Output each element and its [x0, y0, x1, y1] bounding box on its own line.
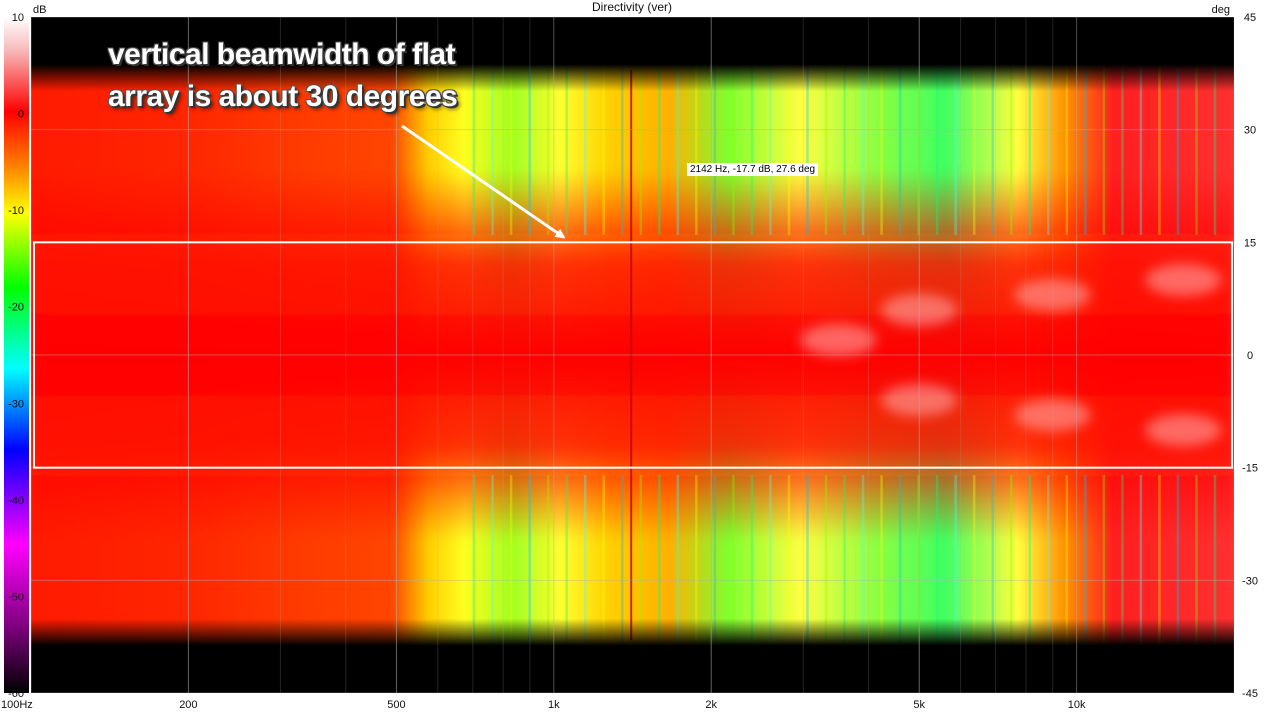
x-tick-label: 5k [913, 699, 925, 711]
colorbar-tick-label: -20 [8, 302, 24, 314]
annotation-arrow [401, 124, 566, 239]
colorbar-unit: dB [33, 4, 46, 16]
colorbar-tick-label: 10 [12, 12, 24, 24]
y-tick-label: 0 [1247, 350, 1253, 362]
y-tick-label: 30 [1244, 125, 1256, 137]
cursor-readout: 2142 Hz, -17.7 dB, 27.6 deg [687, 163, 819, 176]
y-tick-label: -30 [1242, 575, 1258, 587]
annotation-line-2: array is about 30 degrees [108, 80, 458, 113]
colorbar-tick-label: 0 [18, 109, 24, 121]
x-tick-label: 200 [179, 699, 197, 711]
chart-title: Directivity (ver) [592, 0, 672, 14]
colorbar-tick-label: -30 [8, 398, 24, 410]
y-axis-ticks: 45 30 15 0 -15 -30 -45 [1242, 12, 1258, 700]
x-axis-ticks: 100Hz 200 500 1k 2k 5k 10k [1, 699, 1086, 711]
annotation-text: vertical beamwidth of flat array is abou… [108, 34, 508, 118]
annotation-line-1: vertical beamwidth of flat [108, 38, 456, 71]
y-axis-unit: deg [1212, 4, 1230, 16]
colorbar-tick-label: -10 [8, 205, 24, 217]
y-tick-label: 15 [1244, 237, 1256, 249]
y-tick-label: -15 [1242, 463, 1258, 475]
x-tick-label: 10k [1068, 699, 1086, 711]
colorbar-tick-label: -50 [8, 591, 24, 603]
colorbar-ticks: 10 0 -10 -20 -30 -40 -50 -60 [8, 12, 24, 700]
y-tick-label: 45 [1244, 12, 1256, 24]
x-tick-label: 100Hz [1, 699, 33, 711]
x-tick-label: 2k [705, 699, 717, 711]
colorbar [4, 17, 29, 693]
colorbar-tick-label: -60 [8, 688, 24, 700]
x-tick-label: 1k [548, 699, 560, 711]
x-tick-label: 500 [387, 699, 405, 711]
colorbar-tick-label: -40 [8, 495, 24, 507]
beamwidth-highlight-box [33, 241, 1233, 469]
heatmap-edge-fade [31, 17, 1234, 693]
heatmap-area [31, 17, 1234, 693]
y-tick-label: -45 [1242, 688, 1258, 700]
